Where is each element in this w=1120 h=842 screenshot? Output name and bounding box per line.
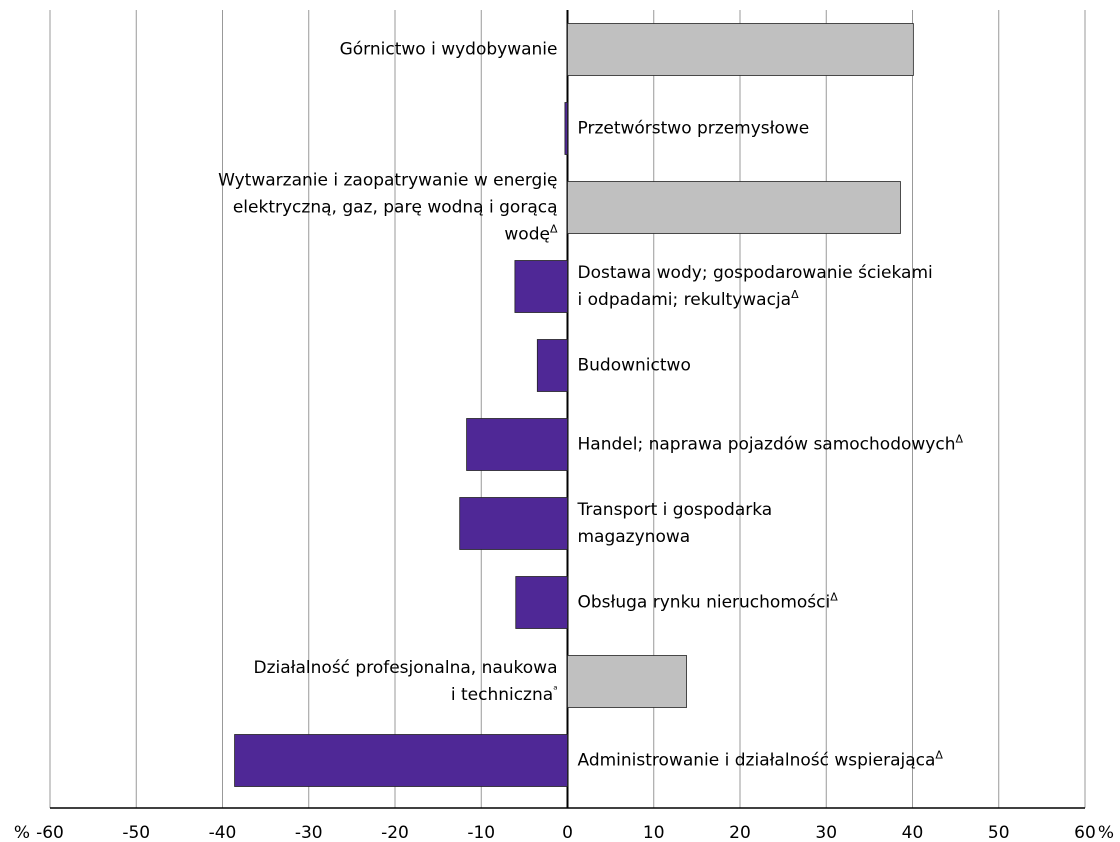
bar <box>514 260 568 313</box>
bar <box>567 23 914 76</box>
x-tick-label: 40 <box>902 823 924 842</box>
bar <box>564 102 568 155</box>
category-label: Budownictwo <box>578 356 691 376</box>
category-label: Dostawa wody; gospodarowanie ściekami i o… <box>578 263 933 310</box>
category-label: Wytwarzanie i zaopatrywanie w energię ele… <box>218 171 558 245</box>
bar <box>567 655 687 708</box>
category-label: Transport i gospodarka magazynowa <box>577 500 773 547</box>
x-tick-label: -50 <box>122 823 150 842</box>
x-axis-unit: % <box>1098 823 1114 842</box>
category-label: Przetwórstwo przemysłowe <box>578 119 810 139</box>
x-tick-label: -60 <box>36 823 64 842</box>
category-label: Działalność profesjonalna, naukowa i tech… <box>254 658 558 705</box>
x-tick-label: -10 <box>467 823 495 842</box>
bar <box>459 497 568 550</box>
x-tick-label: 10 <box>643 823 665 842</box>
category-label: Administrowanie i działalność wspierając… <box>578 749 944 771</box>
x-tick-label: 30 <box>815 823 837 842</box>
x-tick-label: 60 <box>1074 823 1096 842</box>
x-tick-label: -30 <box>295 823 323 842</box>
x-tick-label: -20 <box>381 823 409 842</box>
category-label: Handel; naprawa pojazdów samochodowychΔ <box>578 433 964 455</box>
bar <box>466 418 568 471</box>
x-axis-unit: % <box>14 823 30 842</box>
x-tick-label: 20 <box>729 823 751 842</box>
bar <box>234 734 568 787</box>
bar <box>515 576 568 629</box>
x-tick-label: 50 <box>988 823 1010 842</box>
x-tick-label: -40 <box>209 823 237 842</box>
bar <box>567 181 901 234</box>
bar <box>536 339 568 392</box>
category-label: Górnictwo i wydobywanie <box>340 40 558 60</box>
category-label: Obsługa rynku nieruchomościΔ <box>578 591 839 613</box>
x-tick-label: 0 <box>562 823 573 842</box>
